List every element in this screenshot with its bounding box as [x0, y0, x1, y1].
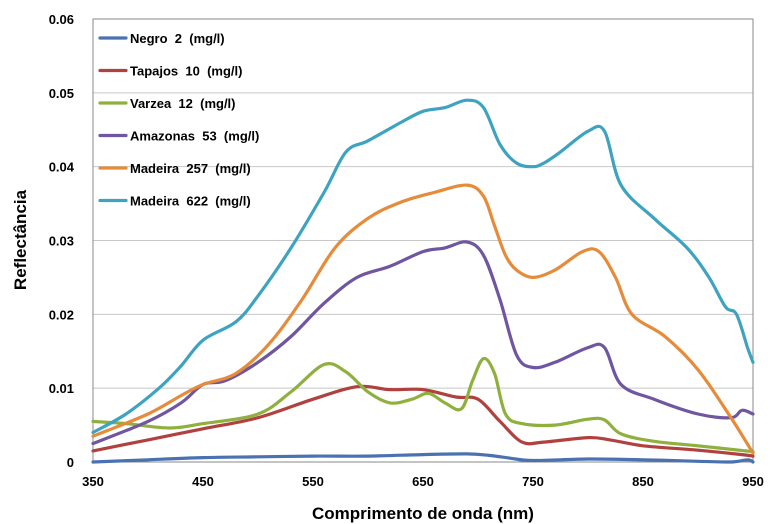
y-axis-ticks: 0 0.01 0.02 0.03 0.04 0.05 0.06 — [49, 12, 75, 470]
y-tick-label: 0.01 — [49, 381, 74, 396]
x-tick-label: 950 — [742, 474, 764, 489]
series-line-3 — [91, 356, 755, 454]
legend-label: Madeira 622 (mg/l) — [130, 194, 251, 209]
y-tick-label: 0.02 — [49, 307, 74, 322]
x-tick-label: 750 — [522, 474, 544, 489]
y-tick-label: 0.06 — [49, 12, 74, 27]
x-tick-label: 450 — [192, 474, 214, 489]
y-axis-title: Reflectância — [11, 189, 30, 290]
y-tick-label: 0.05 — [49, 86, 74, 101]
x-axis-ticks: 350 450 550 650 750 850 950 — [82, 474, 764, 489]
plot-area-border — [92, 18, 754, 463]
legend-label: Tapajos 10 (mg/l) — [130, 64, 242, 79]
series-line-2 — [91, 384, 755, 458]
legend: Negro 2 (mg/l) Tapajos 10 (mg/l) Varzea 12… — [98, 31, 259, 209]
legend-label: Madeira 257 (mg/l) — [130, 161, 251, 176]
y-tick-label: 0.03 — [49, 234, 74, 249]
series-lines — [91, 98, 755, 464]
x-tick-label: 850 — [632, 474, 654, 489]
legend-label: Amazonas 53 (mg/l) — [130, 129, 259, 144]
series-line-5 — [91, 183, 755, 455]
x-tick-label: 650 — [412, 474, 434, 489]
x-tick-label: 350 — [82, 474, 104, 489]
series-line-4 — [91, 240, 755, 446]
grid-lines — [93, 92, 753, 389]
series-line-6 — [91, 98, 755, 435]
y-tick-label: 0.04 — [49, 160, 75, 175]
series-line-1 — [91, 452, 755, 464]
y-tick-label: 0 — [67, 455, 74, 470]
x-tick-label: 550 — [302, 474, 324, 489]
x-axis-title: Comprimento de onda (nm) — [312, 504, 534, 523]
legend-label: Varzea 12 (mg/l) — [130, 96, 236, 111]
legend-label: Negro 2 (mg/l) — [130, 31, 225, 46]
